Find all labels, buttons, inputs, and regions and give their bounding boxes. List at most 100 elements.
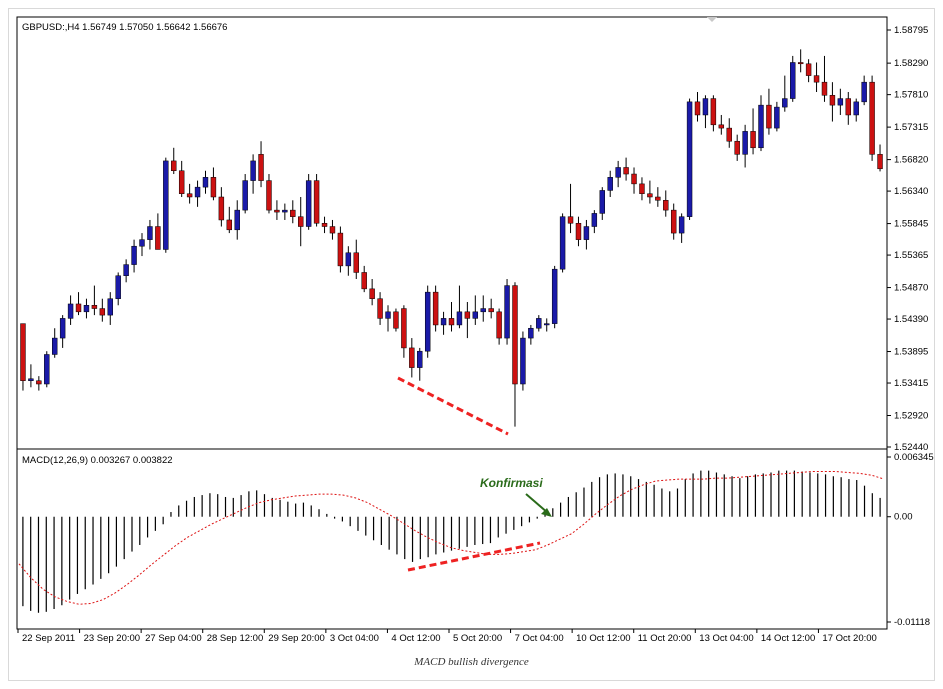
candle [353, 239, 359, 280]
bull-candle-body [782, 98, 788, 108]
candle [83, 298, 90, 319]
candle [583, 219, 590, 250]
bull-candle-body [202, 177, 209, 188]
candle [615, 160, 621, 188]
price-tick-label: 1.53415 [894, 378, 928, 389]
macd-signal-line [18, 471, 885, 605]
candle [559, 213, 566, 273]
candle [91, 285, 98, 316]
bull-candle-body [861, 81, 867, 103]
bull-candle-body [440, 318, 447, 326]
bull-candle-body [417, 350, 423, 368]
candle [639, 177, 645, 201]
candle [520, 331, 526, 391]
candle [655, 187, 661, 207]
candle [234, 200, 240, 240]
candle [805, 59, 812, 83]
candle [663, 190, 669, 217]
candle [726, 118, 732, 148]
candle [567, 183, 574, 234]
bull-candle-body [591, 213, 598, 227]
bull-candle-body [234, 209, 240, 231]
bear-candle-body [353, 252, 359, 273]
bear-candle-body [155, 226, 161, 250]
bear-candle-body [258, 154, 264, 181]
candle [266, 174, 272, 214]
candle [369, 279, 375, 306]
bear-candle-body [393, 311, 399, 329]
macd-axis: 0.006345 0.00 -0.01118 [887, 452, 934, 628]
candle [440, 311, 447, 335]
candle [734, 134, 740, 161]
candle [678, 213, 685, 243]
bear-candle-body [401, 308, 407, 349]
candle [377, 292, 383, 325]
candle [250, 154, 256, 194]
bear-candle-body [75, 303, 82, 313]
candle [813, 62, 820, 93]
time-tick-label: 29 Sep 20:00 [268, 633, 325, 644]
candle [28, 364, 34, 388]
price-axis: 1.58795 1.58290 1.57810 1.57315 1.56820 1.563… [887, 25, 928, 453]
price-tick-label: 1.54390 [894, 314, 928, 325]
scroll-marker-icon [707, 17, 717, 22]
bull-candle-body [544, 323, 550, 326]
bull-candle-body [424, 291, 431, 352]
candle [599, 187, 605, 220]
bear-candle-body [710, 98, 717, 126]
candle [702, 95, 709, 129]
bull-candle-body [472, 311, 479, 319]
bear-candle-body [797, 62, 804, 65]
bear-candle-body [821, 81, 828, 96]
chart-frame [8, 8, 935, 681]
bear-candle-body [655, 196, 661, 201]
candle [163, 157, 169, 253]
bull-candle-body [480, 308, 486, 313]
bull-candle-body [242, 180, 248, 211]
price-tick-label: 1.57810 [894, 90, 928, 101]
macd-histogram [22, 470, 881, 613]
candle [750, 108, 756, 155]
konfirmasi-arrow [525, 493, 549, 514]
bull-candle-body [52, 337, 58, 355]
macd-tick-label: 0.00 [894, 512, 913, 523]
candle [393, 308, 399, 332]
bear-candle-body [805, 63, 812, 76]
time-tick-label: 4 Oct 12:00 [391, 633, 440, 644]
bear-candle-body [409, 347, 415, 368]
time-tick-label: 23 Sep 20:00 [84, 633, 141, 644]
candle [432, 285, 439, 332]
bull-candle-body [742, 131, 748, 155]
candle [321, 216, 328, 234]
candle [488, 298, 494, 319]
figure-caption: MACD bullish divergence [414, 656, 529, 668]
candle [718, 114, 725, 135]
bull-candle-body [702, 98, 709, 116]
candle [790, 55, 796, 102]
candle [36, 376, 42, 391]
candle [829, 82, 836, 122]
bear-candle-body [496, 311, 502, 339]
bear-candle-body [226, 219, 233, 231]
candle [456, 285, 463, 329]
bull-candle-body [551, 268, 558, 324]
candle [59, 315, 66, 348]
bull-candle-body [678, 216, 685, 234]
candle [258, 141, 264, 188]
candle [591, 210, 598, 234]
price-tick-label: 1.56820 [894, 155, 928, 166]
bear-candle-body [91, 305, 98, 309]
candle [329, 219, 336, 240]
time-tick-label: 11 Oct 20:00 [638, 633, 692, 644]
candle [623, 157, 629, 181]
price-tick-label: 1.57315 [894, 122, 928, 133]
konfirmasi-label: Konfirmasi [480, 476, 543, 490]
bear-candle-body [726, 127, 732, 142]
bull-candle-body [520, 337, 526, 385]
candle [202, 170, 209, 194]
candle [417, 347, 423, 381]
bear-candle-body [218, 196, 225, 221]
bear-candle-body [750, 131, 756, 149]
candle [115, 272, 121, 306]
bull-candle-body [107, 298, 113, 316]
